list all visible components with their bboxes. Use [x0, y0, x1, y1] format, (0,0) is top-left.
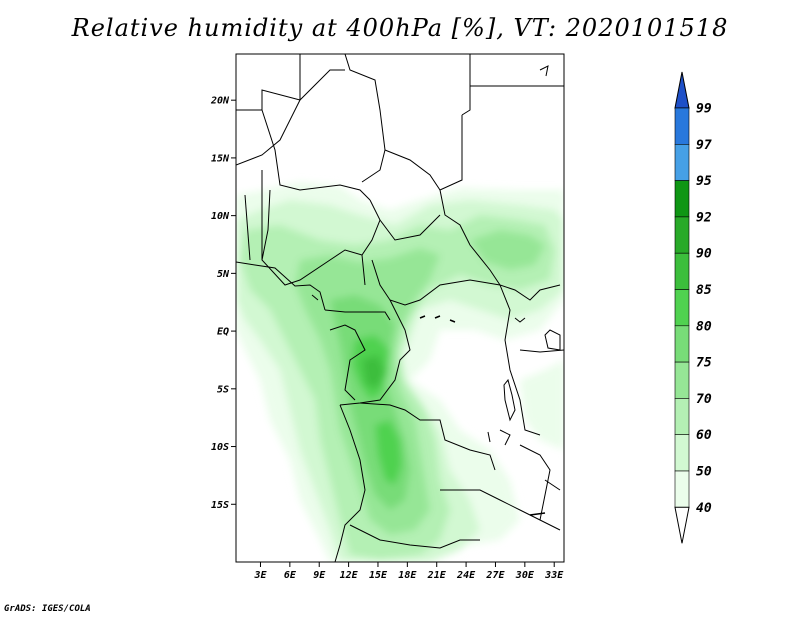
colorbar-segment	[674, 289, 690, 327]
colorbar-label: 40	[696, 501, 712, 516]
colorbar-label: 50	[696, 465, 712, 480]
lon-label: 9E	[313, 570, 326, 581]
lat-label: 5S	[217, 384, 229, 395]
colorbar-label: 90	[696, 247, 712, 262]
colorbar-label: 92	[696, 210, 712, 225]
lon-label: 21E	[427, 570, 447, 581]
credit-label: GrADS: IGES/COLA	[4, 604, 91, 614]
map-frame	[235, 53, 565, 563]
lat-label: 15N	[211, 153, 230, 164]
colorbar-segment	[674, 180, 690, 218]
colorbar-label: 95	[696, 174, 712, 189]
lon-label: 27E	[485, 570, 505, 581]
lat-label: 5N	[217, 269, 230, 280]
colorbar-segment	[674, 470, 690, 508]
lon-label: 12E	[340, 570, 359, 581]
colorbar-segment	[674, 107, 690, 145]
lat-label: 15S	[211, 500, 229, 511]
colorbar-segment	[674, 361, 690, 399]
colorbar-segment	[674, 144, 690, 181]
lon-label: 3E	[253, 570, 267, 581]
colorbar: 99 97 95 92 90 85 80 75 70 60 50 40	[674, 71, 712, 544]
colorbar-label: 75	[696, 356, 712, 371]
latitude-axis: 20N 15N 10N 5N EQ 5S 10S 15S	[210, 96, 236, 511]
colorbar-segment	[674, 252, 690, 290]
longitude-axis: 3E 6E 9E 12E 15E 18E 21E 24E 27E 30E 33E	[253, 562, 564, 581]
lat-label: 20N	[210, 96, 230, 107]
lat-label: 10N	[211, 211, 230, 222]
lon-label: 6E	[284, 570, 297, 581]
colorbar-label: 99	[696, 102, 712, 117]
colorbar-label: 97	[696, 138, 712, 153]
map-title: Relative humidity at 400hPa [%], VT: 202…	[71, 14, 729, 42]
colorbar-label: 70	[696, 392, 712, 407]
colorbar-top-arrow	[674, 71, 690, 109]
colorbar-bottom-arrow	[674, 506, 690, 544]
country-borders	[236, 54, 564, 562]
lon-label: 15E	[369, 570, 388, 581]
lat-label: 10S	[211, 442, 229, 453]
colorbar-segment	[674, 434, 690, 472]
lon-label: 18E	[398, 570, 417, 581]
colorbar-label: 60	[696, 428, 712, 443]
colorbar-segment	[674, 216, 690, 254]
lon-label: 33E	[544, 570, 564, 581]
lon-label: 24E	[456, 570, 476, 581]
colorbar-label: 80	[696, 319, 712, 334]
colorbar-label: 85	[696, 283, 712, 298]
colorbar-segment	[674, 398, 690, 435]
lat-label: EQ	[217, 327, 229, 338]
colorbar-segment	[674, 325, 690, 363]
lon-label: 30E	[515, 570, 535, 581]
